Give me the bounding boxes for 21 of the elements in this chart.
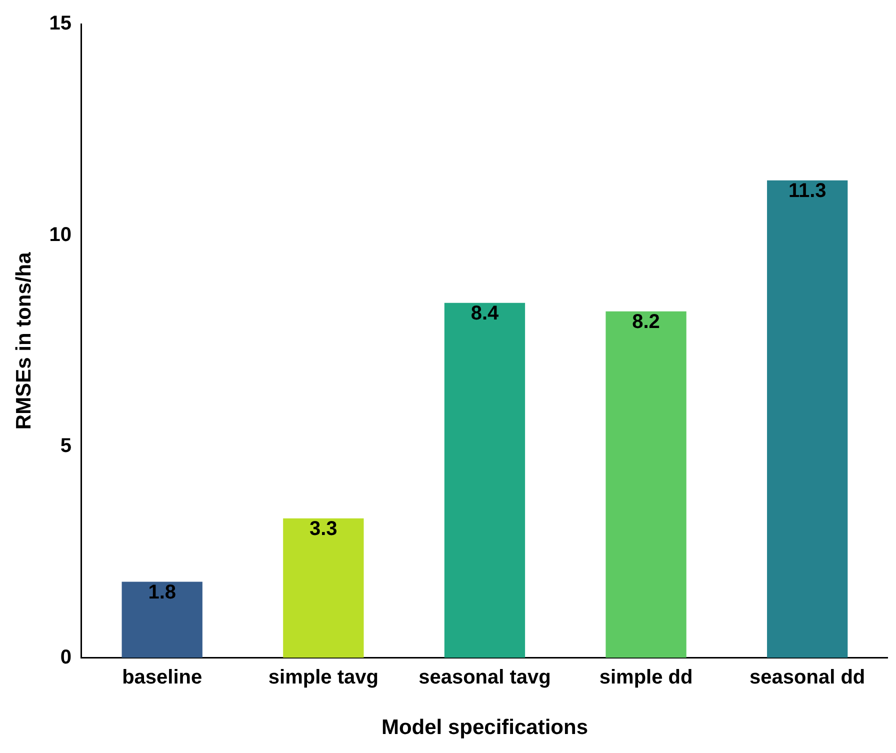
- bar: [767, 180, 848, 658]
- y-tick-label: 0: [60, 646, 72, 668]
- bar: [606, 311, 686, 658]
- bar: [444, 302, 526, 658]
- y-tick-label: 10: [49, 224, 72, 246]
- x-tick-label: baseline: [122, 666, 202, 688]
- bar: [122, 582, 202, 658]
- data-label: 11.3: [788, 180, 826, 202]
- y-tick-label: 15: [49, 12, 72, 35]
- data-label: 1.8: [148, 581, 176, 604]
- bar: [283, 518, 364, 658]
- x-tick-label: simple tavg: [268, 666, 378, 688]
- x-axis-title: Model specifications: [381, 716, 588, 740]
- y-axis-title: RMSEs in tons/ha: [12, 252, 36, 430]
- data-label: 8.4: [470, 302, 500, 324]
- data-label: 8.2: [632, 310, 660, 333]
- data-label: 3.3: [310, 518, 338, 540]
- y-tick-label: 5: [60, 435, 72, 458]
- x-tick-label: simple dd: [599, 666, 693, 688]
- x-tick-label: seasonal dd: [750, 666, 866, 688]
- x-tick-label: seasonal tavg: [418, 666, 551, 688]
